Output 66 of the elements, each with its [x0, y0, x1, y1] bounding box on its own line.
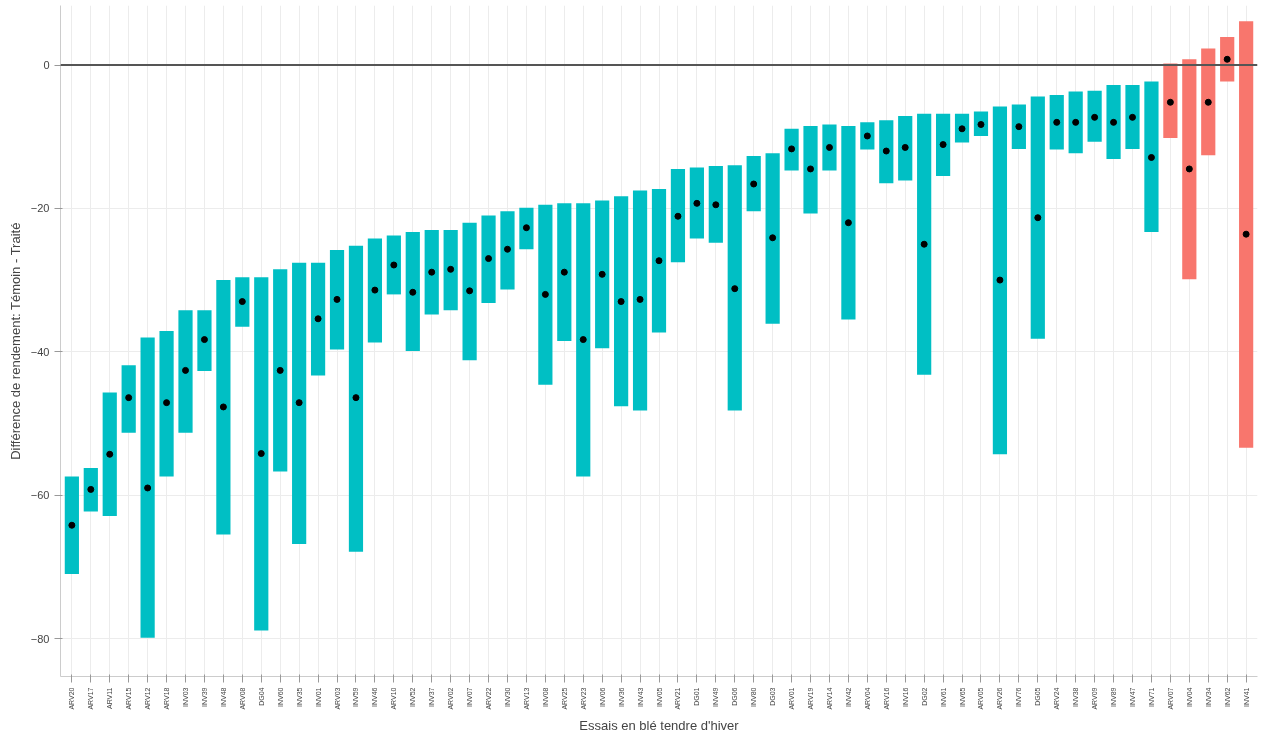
- bar: [235, 277, 250, 327]
- bar: [273, 269, 288, 472]
- bar: [310, 262, 326, 376]
- bar: [538, 204, 553, 385]
- bar: [898, 115, 913, 181]
- bar: [614, 196, 629, 407]
- bar: [689, 167, 704, 239]
- bar: [481, 215, 496, 304]
- bar: [64, 476, 79, 574]
- bar: [462, 222, 477, 361]
- bar: [841, 125, 856, 320]
- bar: [159, 330, 174, 477]
- bar: [405, 232, 420, 352]
- bar: [917, 113, 932, 375]
- y-tick-label: −20: [30, 202, 50, 215]
- bar: [443, 229, 458, 311]
- bar: [822, 124, 837, 171]
- bar: [1087, 90, 1102, 142]
- bar: [83, 467, 98, 512]
- bar: [576, 203, 591, 477]
- bar: [765, 153, 780, 324]
- y-tick-label: −60: [30, 489, 50, 502]
- bar: [992, 106, 1008, 455]
- bar: [216, 280, 231, 535]
- bar: [708, 166, 723, 243]
- bar: [784, 128, 799, 171]
- bar: [1068, 91, 1083, 154]
- bar: [329, 249, 345, 350]
- bar: [670, 168, 686, 263]
- bar: [140, 337, 155, 638]
- bar: [632, 190, 648, 411]
- y-tick-label: −80: [30, 632, 50, 645]
- bar: [1011, 104, 1026, 149]
- bar: [367, 238, 382, 343]
- bar: [936, 113, 951, 177]
- bar: [1144, 81, 1159, 233]
- bar: [102, 392, 117, 516]
- bar: [879, 120, 894, 184]
- bar: [519, 207, 534, 250]
- bar: [557, 203, 572, 341]
- y-axis-title: Différence de rendement: Témoin - Traité: [7, 222, 23, 460]
- x-axis-title: Essais en blé tendre d'hiver: [579, 717, 740, 733]
- bar: [197, 310, 212, 372]
- bar: [1030, 96, 1045, 339]
- bar: [292, 262, 307, 544]
- bar: [803, 125, 818, 214]
- bar: [254, 277, 269, 631]
- bar: [1125, 85, 1140, 149]
- bar: [1163, 63, 1178, 139]
- bar: [651, 189, 667, 333]
- bar: [424, 229, 439, 315]
- y-tick-label: −40: [30, 345, 50, 358]
- bar: [1201, 48, 1216, 156]
- bar: [178, 310, 193, 433]
- bar: [1106, 85, 1121, 159]
- bar: [1049, 95, 1064, 150]
- bar: [121, 365, 136, 433]
- bar: [727, 165, 742, 411]
- bar: [1239, 21, 1254, 448]
- bar: [348, 245, 364, 552]
- bar: [1182, 59, 1197, 280]
- bar: [386, 235, 401, 295]
- bar: [500, 211, 515, 290]
- bar: [746, 156, 761, 212]
- y-tick-label: 0: [43, 59, 50, 71]
- bar: [595, 200, 610, 349]
